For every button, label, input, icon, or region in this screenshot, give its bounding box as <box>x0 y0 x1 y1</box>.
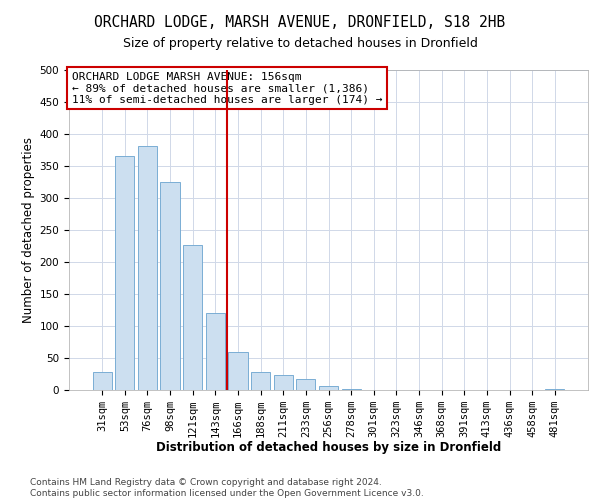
Bar <box>183 246 202 390</box>
Bar <box>92 372 112 390</box>
Bar <box>206 312 225 390</box>
Bar <box>251 372 270 390</box>
Text: ORCHARD LODGE, MARSH AVENUE, DRONFIELD, S18 2HB: ORCHARD LODGE, MARSH AVENUE, DRONFIELD, … <box>94 15 506 30</box>
Bar <box>296 379 316 390</box>
Bar <box>229 352 248 390</box>
Bar <box>138 146 157 390</box>
Text: ORCHARD LODGE MARSH AVENUE: 156sqm
← 89% of detached houses are smaller (1,386)
: ORCHARD LODGE MARSH AVENUE: 156sqm ← 89%… <box>71 72 382 105</box>
Bar <box>274 376 293 390</box>
Bar <box>319 386 338 390</box>
Y-axis label: Number of detached properties: Number of detached properties <box>22 137 35 323</box>
Text: Contains HM Land Registry data © Crown copyright and database right 2024.
Contai: Contains HM Land Registry data © Crown c… <box>30 478 424 498</box>
Bar <box>115 156 134 390</box>
Bar <box>160 182 180 390</box>
Text: Size of property relative to detached houses in Dronfield: Size of property relative to detached ho… <box>122 38 478 51</box>
X-axis label: Distribution of detached houses by size in Dronfield: Distribution of detached houses by size … <box>156 442 501 454</box>
Bar <box>545 388 565 390</box>
